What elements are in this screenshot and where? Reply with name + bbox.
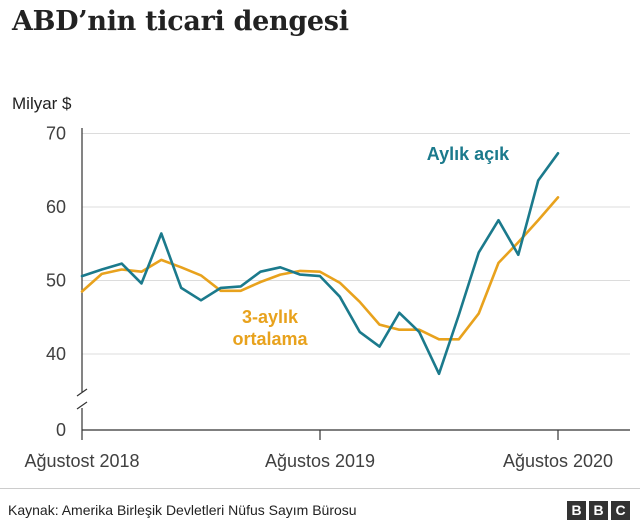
x-tick-label: Ağustos 2019 bbox=[265, 451, 375, 471]
axis-break-mark bbox=[76, 401, 88, 410]
y-tick-label: 70 bbox=[46, 124, 66, 144]
series-label-monthly-deficit: Aylık açık bbox=[427, 144, 510, 164]
bbc-logo: B B C bbox=[567, 501, 630, 520]
series-line-monthly-deficit bbox=[80, 152, 560, 376]
bbc-logo-letter: B bbox=[567, 501, 586, 520]
series-label-3-month-average: 3-aylık ortalama bbox=[232, 307, 308, 349]
chart-title: ABD’nin ticari dengesi bbox=[12, 6, 349, 37]
y-axis-label: Milyar $ bbox=[12, 94, 72, 113]
axis-break-mark bbox=[76, 388, 88, 397]
bbc-logo-letter: B bbox=[589, 501, 608, 520]
source-note: Kaynak: Amerika Birleşik Devletleri Nüfu… bbox=[8, 502, 357, 518]
line-chart: 0 40 50 60 70 Ağustost 2018 Ağustos 2019 Ağusto… bbox=[24, 124, 630, 471]
series-line-3-month-average bbox=[80, 196, 560, 341]
x-tick-label: Ağustos 2020 bbox=[503, 451, 613, 471]
bbc-logo-letter: C bbox=[611, 501, 630, 520]
y-tick-label: 60 bbox=[46, 197, 66, 217]
footer: Kaynak: Amerika Birleşik Devletleri Nüfu… bbox=[0, 488, 640, 530]
y-tick-label: 0 bbox=[56, 420, 66, 440]
y-tick-label: 40 bbox=[46, 344, 66, 364]
y-tick-label: 50 bbox=[46, 271, 66, 291]
x-tick-label: Ağustost 2018 bbox=[24, 451, 139, 471]
